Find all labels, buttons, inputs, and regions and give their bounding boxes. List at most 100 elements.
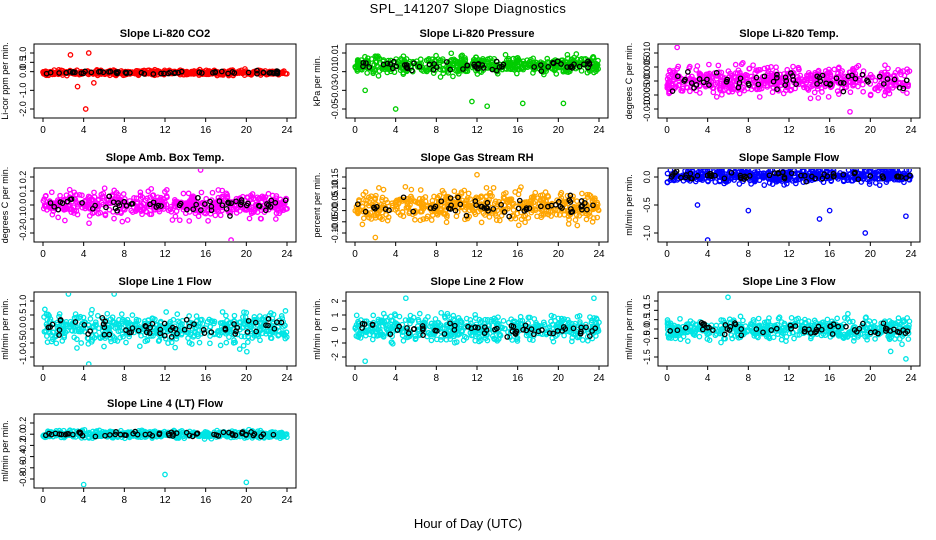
overlay-point xyxy=(696,76,703,82)
overlay-point xyxy=(472,198,479,204)
overlay-point xyxy=(260,69,267,76)
data-point xyxy=(74,211,81,218)
data-point xyxy=(217,212,224,219)
data-point xyxy=(835,70,841,77)
x-tick-label: 16 xyxy=(512,373,524,384)
data-point xyxy=(780,90,787,97)
data-point xyxy=(162,199,168,205)
data-point xyxy=(241,333,248,340)
data-point xyxy=(755,67,762,73)
x-tick-label: 16 xyxy=(824,249,836,260)
data-point xyxy=(872,77,879,84)
data-point xyxy=(514,54,521,61)
data-point xyxy=(278,313,285,319)
data-point xyxy=(190,334,197,340)
overlay-point xyxy=(177,200,184,207)
data-point xyxy=(540,196,547,202)
x-tick-label: 24 xyxy=(281,249,293,260)
overlay-point xyxy=(833,75,840,82)
data-point xyxy=(69,320,76,327)
data-point xyxy=(41,314,47,320)
overlay-point xyxy=(830,173,837,180)
data-point xyxy=(79,192,85,199)
data-point xyxy=(408,186,415,193)
data-point xyxy=(586,191,593,198)
overlay-point xyxy=(455,194,461,201)
data-point xyxy=(374,328,380,335)
x-tick-label: 16 xyxy=(824,373,836,384)
x-tick-label: 20 xyxy=(865,125,877,136)
data-point xyxy=(236,346,243,352)
x-tick-label: 4 xyxy=(81,125,87,136)
overlay-point xyxy=(278,319,285,326)
data-point xyxy=(664,170,671,177)
overlay-point xyxy=(167,327,174,333)
overlay-point xyxy=(181,326,188,333)
data-point xyxy=(468,205,475,211)
data-point xyxy=(458,318,464,325)
y-tick-label: -0.005 xyxy=(642,82,652,108)
data-point xyxy=(383,211,390,218)
data-point xyxy=(424,213,431,220)
overlay-point xyxy=(864,77,870,84)
data-point xyxy=(354,66,360,73)
data-point xyxy=(362,332,369,339)
overlay-point xyxy=(263,322,269,329)
overlay-point xyxy=(200,326,207,333)
panel-title: Slope Line 1 Flow xyxy=(119,276,212,288)
overlay-point xyxy=(99,314,106,321)
overlay-point xyxy=(782,74,789,81)
overlay-point xyxy=(499,63,505,70)
data-point xyxy=(715,62,722,69)
data-point xyxy=(889,85,896,91)
data-point xyxy=(564,316,571,323)
overlay-point xyxy=(590,202,596,209)
data-point xyxy=(805,69,812,76)
overlay-point xyxy=(216,198,223,204)
overlay-point xyxy=(793,81,799,87)
y-tick-label: 0.05 xyxy=(330,191,340,209)
overlay-point xyxy=(712,172,718,179)
data-point xyxy=(53,340,60,347)
data-point xyxy=(238,333,245,340)
x-tick-label: 12 xyxy=(783,249,795,260)
data-point xyxy=(172,344,178,351)
data-point xyxy=(462,323,469,330)
data-point xyxy=(487,190,493,196)
data-point xyxy=(714,80,721,86)
x-tick-label: 20 xyxy=(865,249,877,260)
data-points xyxy=(664,45,913,115)
overlay-point xyxy=(67,68,73,75)
overlay-point xyxy=(506,213,513,220)
overlay-point xyxy=(150,199,157,206)
overlay-point xyxy=(783,78,790,84)
outlier-point xyxy=(474,171,480,178)
overlay-point xyxy=(403,62,410,68)
data-point xyxy=(574,222,581,229)
overlay-point xyxy=(400,194,407,201)
data-point xyxy=(382,314,389,320)
data-point xyxy=(163,187,170,193)
overlay-point xyxy=(457,201,464,208)
data-point xyxy=(588,319,595,326)
overlay-point xyxy=(135,327,142,334)
data-point xyxy=(752,176,759,183)
data-point xyxy=(885,87,892,94)
data-point xyxy=(461,206,468,213)
overlay-point xyxy=(256,203,263,210)
data-point xyxy=(353,312,360,319)
y-tick-label: -1.5 xyxy=(642,349,652,365)
data-point xyxy=(101,185,108,192)
overlay-point xyxy=(827,82,833,88)
overlay-point xyxy=(479,62,486,68)
x-tick-label: 4 xyxy=(705,125,711,136)
data-point xyxy=(405,204,412,211)
data-point xyxy=(710,85,717,91)
overlay-point xyxy=(582,200,588,206)
overlay-point xyxy=(416,63,423,70)
data-point xyxy=(437,74,444,80)
data-point xyxy=(811,89,818,96)
overlay-point xyxy=(845,73,852,80)
overlay-point xyxy=(682,174,689,181)
y-tick-label: 0.5 xyxy=(18,309,28,322)
